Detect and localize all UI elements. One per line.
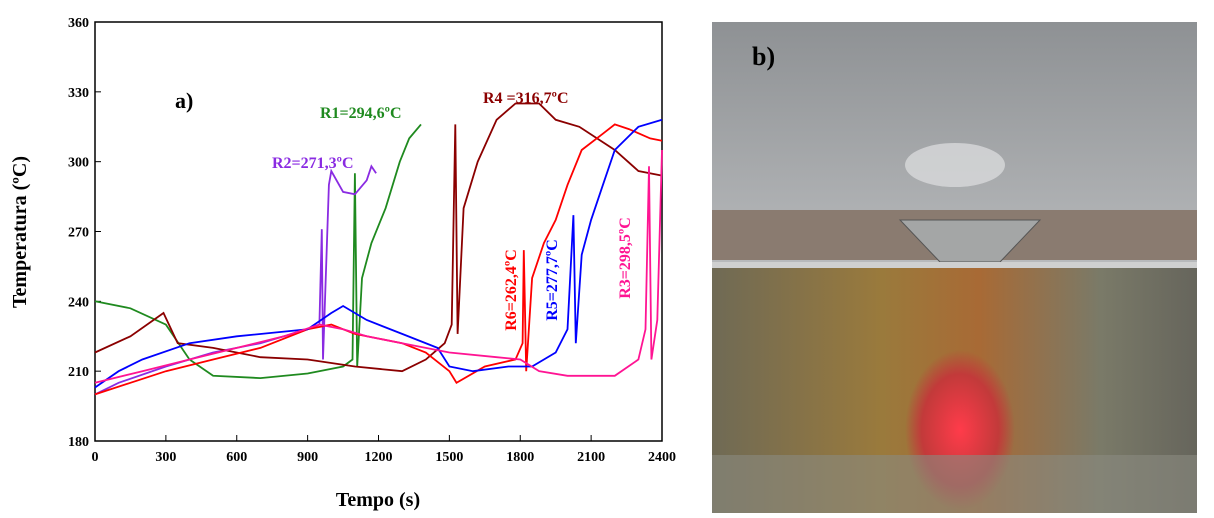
series-line <box>94 118 663 389</box>
x-tick-label: 2100 <box>577 450 605 465</box>
plot-frame <box>94 21 663 442</box>
y-tick-label: 300 <box>68 156 89 171</box>
y-axis-title: Temperatura (ºC) <box>9 156 31 308</box>
frame-edge <box>712 262 1197 268</box>
series-line <box>94 164 377 396</box>
y-tick-label: 210 <box>68 365 89 380</box>
y-tick-label: 180 <box>68 435 89 450</box>
x-tick-label: 1200 <box>365 450 393 465</box>
series-label: R6=262,4ºC <box>503 249 520 331</box>
series-line <box>94 123 663 396</box>
plot: 0 300 600 900 1200 1500 1800 2100 2400 180 210 240 2… <box>68 16 676 465</box>
photo: b) <box>712 22 1197 513</box>
x-axis-title: Tempo (s) <box>336 489 420 511</box>
x-tick-label: 300 <box>155 450 176 465</box>
series-label: R4 =316,7ºC <box>483 90 569 107</box>
burner-base <box>712 455 1197 513</box>
x-tick-label: 600 <box>226 450 247 465</box>
series-line <box>94 102 663 373</box>
y-tick-label: 270 <box>68 226 89 241</box>
series-label: R3=298,5ºC <box>617 217 634 299</box>
x-tick-label: 2400 <box>648 450 676 465</box>
series-line <box>94 149 663 384</box>
series-label: R2=271,3ºC <box>272 155 354 172</box>
x-tick-label: 900 <box>297 450 318 465</box>
y-tick-label: 240 <box>68 295 89 310</box>
smoke-plume <box>905 143 1005 187</box>
x-tick-label: 1500 <box>435 450 463 465</box>
y-tick-label: 330 <box>68 86 89 101</box>
y-tick-label: 360 <box>68 16 89 31</box>
x-tick-label: 0 <box>92 450 99 465</box>
x-tick-label: 1800 <box>506 450 534 465</box>
series-label: R1=294,6ºC <box>320 105 402 122</box>
series-line <box>94 123 422 380</box>
photo-label: b) <box>752 42 775 71</box>
series-label: R5=277,7ºC <box>544 239 561 321</box>
panel-label: a) <box>175 88 193 113</box>
